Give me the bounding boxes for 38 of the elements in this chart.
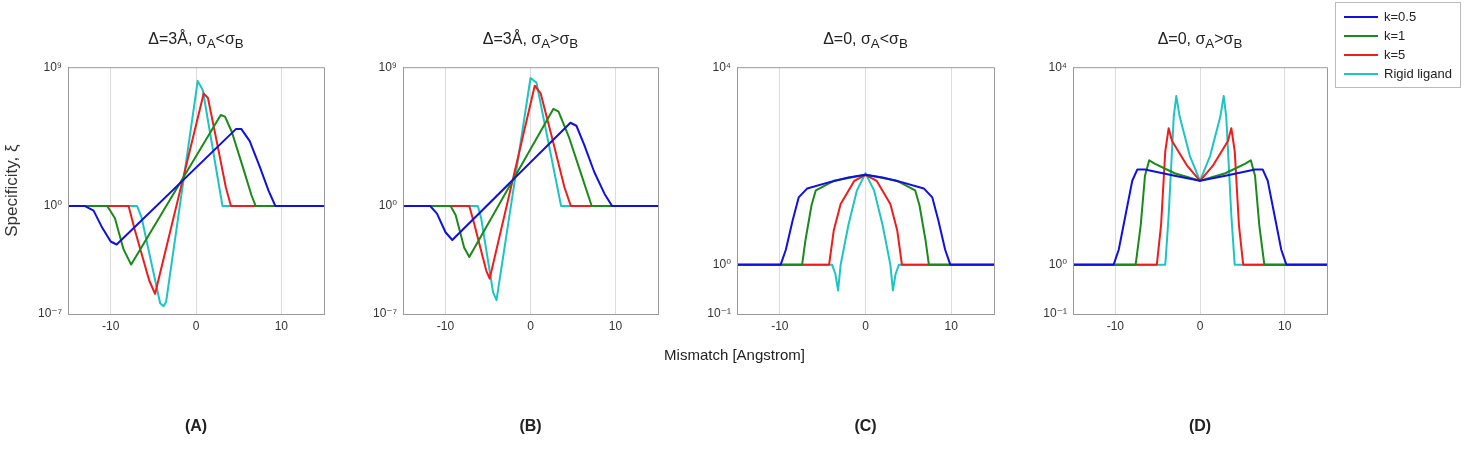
- chart-title: Δ=0, σ$_{A}$>σ$_{B}$: [1156, 30, 1244, 52]
- legend-label: Rigid ligand: [1384, 66, 1452, 81]
- y-tick-label: 10⁻⁷: [372, 306, 397, 321]
- y-tick-label: 10⁰: [43, 198, 63, 213]
- x-tick-label: 0: [192, 318, 200, 333]
- y-tick-label: 10⁰: [712, 256, 732, 271]
- x-tick-label: -10: [101, 318, 120, 333]
- x-tick-label: 0: [527, 318, 535, 333]
- x-tick-label: 10: [944, 318, 959, 333]
- y-tick-label: 10⁻⁷: [37, 306, 62, 321]
- y-tick-label: 10⁴: [712, 59, 731, 74]
- chart-title: Δ=0, σ$_{A}$<σ$_{B}$: [822, 30, 909, 52]
- y-tick-label: 10⁰: [1048, 256, 1068, 271]
- x-tick-label: 10: [1277, 318, 1292, 333]
- y-tick-label: 10⁻¹: [1043, 306, 1067, 321]
- y-tick-label: 10⁹: [378, 59, 397, 74]
- x-axis-title: Mismatch [Angstrom]: [663, 346, 806, 363]
- legend-label: k=1: [1384, 28, 1406, 43]
- text: (D): [1187, 417, 1213, 435]
- x-tick-label: -10: [771, 318, 789, 333]
- y-tick-label: 10⁹: [43, 59, 62, 74]
- y-tick-label: 10⁰: [378, 198, 398, 213]
- y-axis-title: Specificity, ξ: [1, 144, 21, 237]
- chart-title: Δ=3Å, σ$_{A}$<σ$_{B}$: [147, 30, 245, 52]
- legend-label: k=0.5: [1384, 9, 1417, 24]
- x-tick-label: 10: [608, 318, 623, 333]
- x-tick-label: 10: [274, 318, 289, 333]
- x-tick-label: -10: [1106, 318, 1125, 333]
- x-tick-label: 0: [1196, 318, 1204, 333]
- text: (B): [518, 417, 543, 435]
- y-tick-label: 10⁴: [1048, 59, 1067, 74]
- text: (A): [183, 417, 209, 435]
- x-tick-label: -10: [436, 318, 455, 333]
- chart-title: Δ=3Å, σ$_{A}$>σ$_{B}$: [481, 30, 580, 52]
- y-tick-label: 10⁻¹: [707, 306, 731, 321]
- x-tick-label: 0: [862, 318, 870, 333]
- text: (C): [853, 417, 878, 435]
- legend-label: k=5: [1384, 47, 1406, 62]
